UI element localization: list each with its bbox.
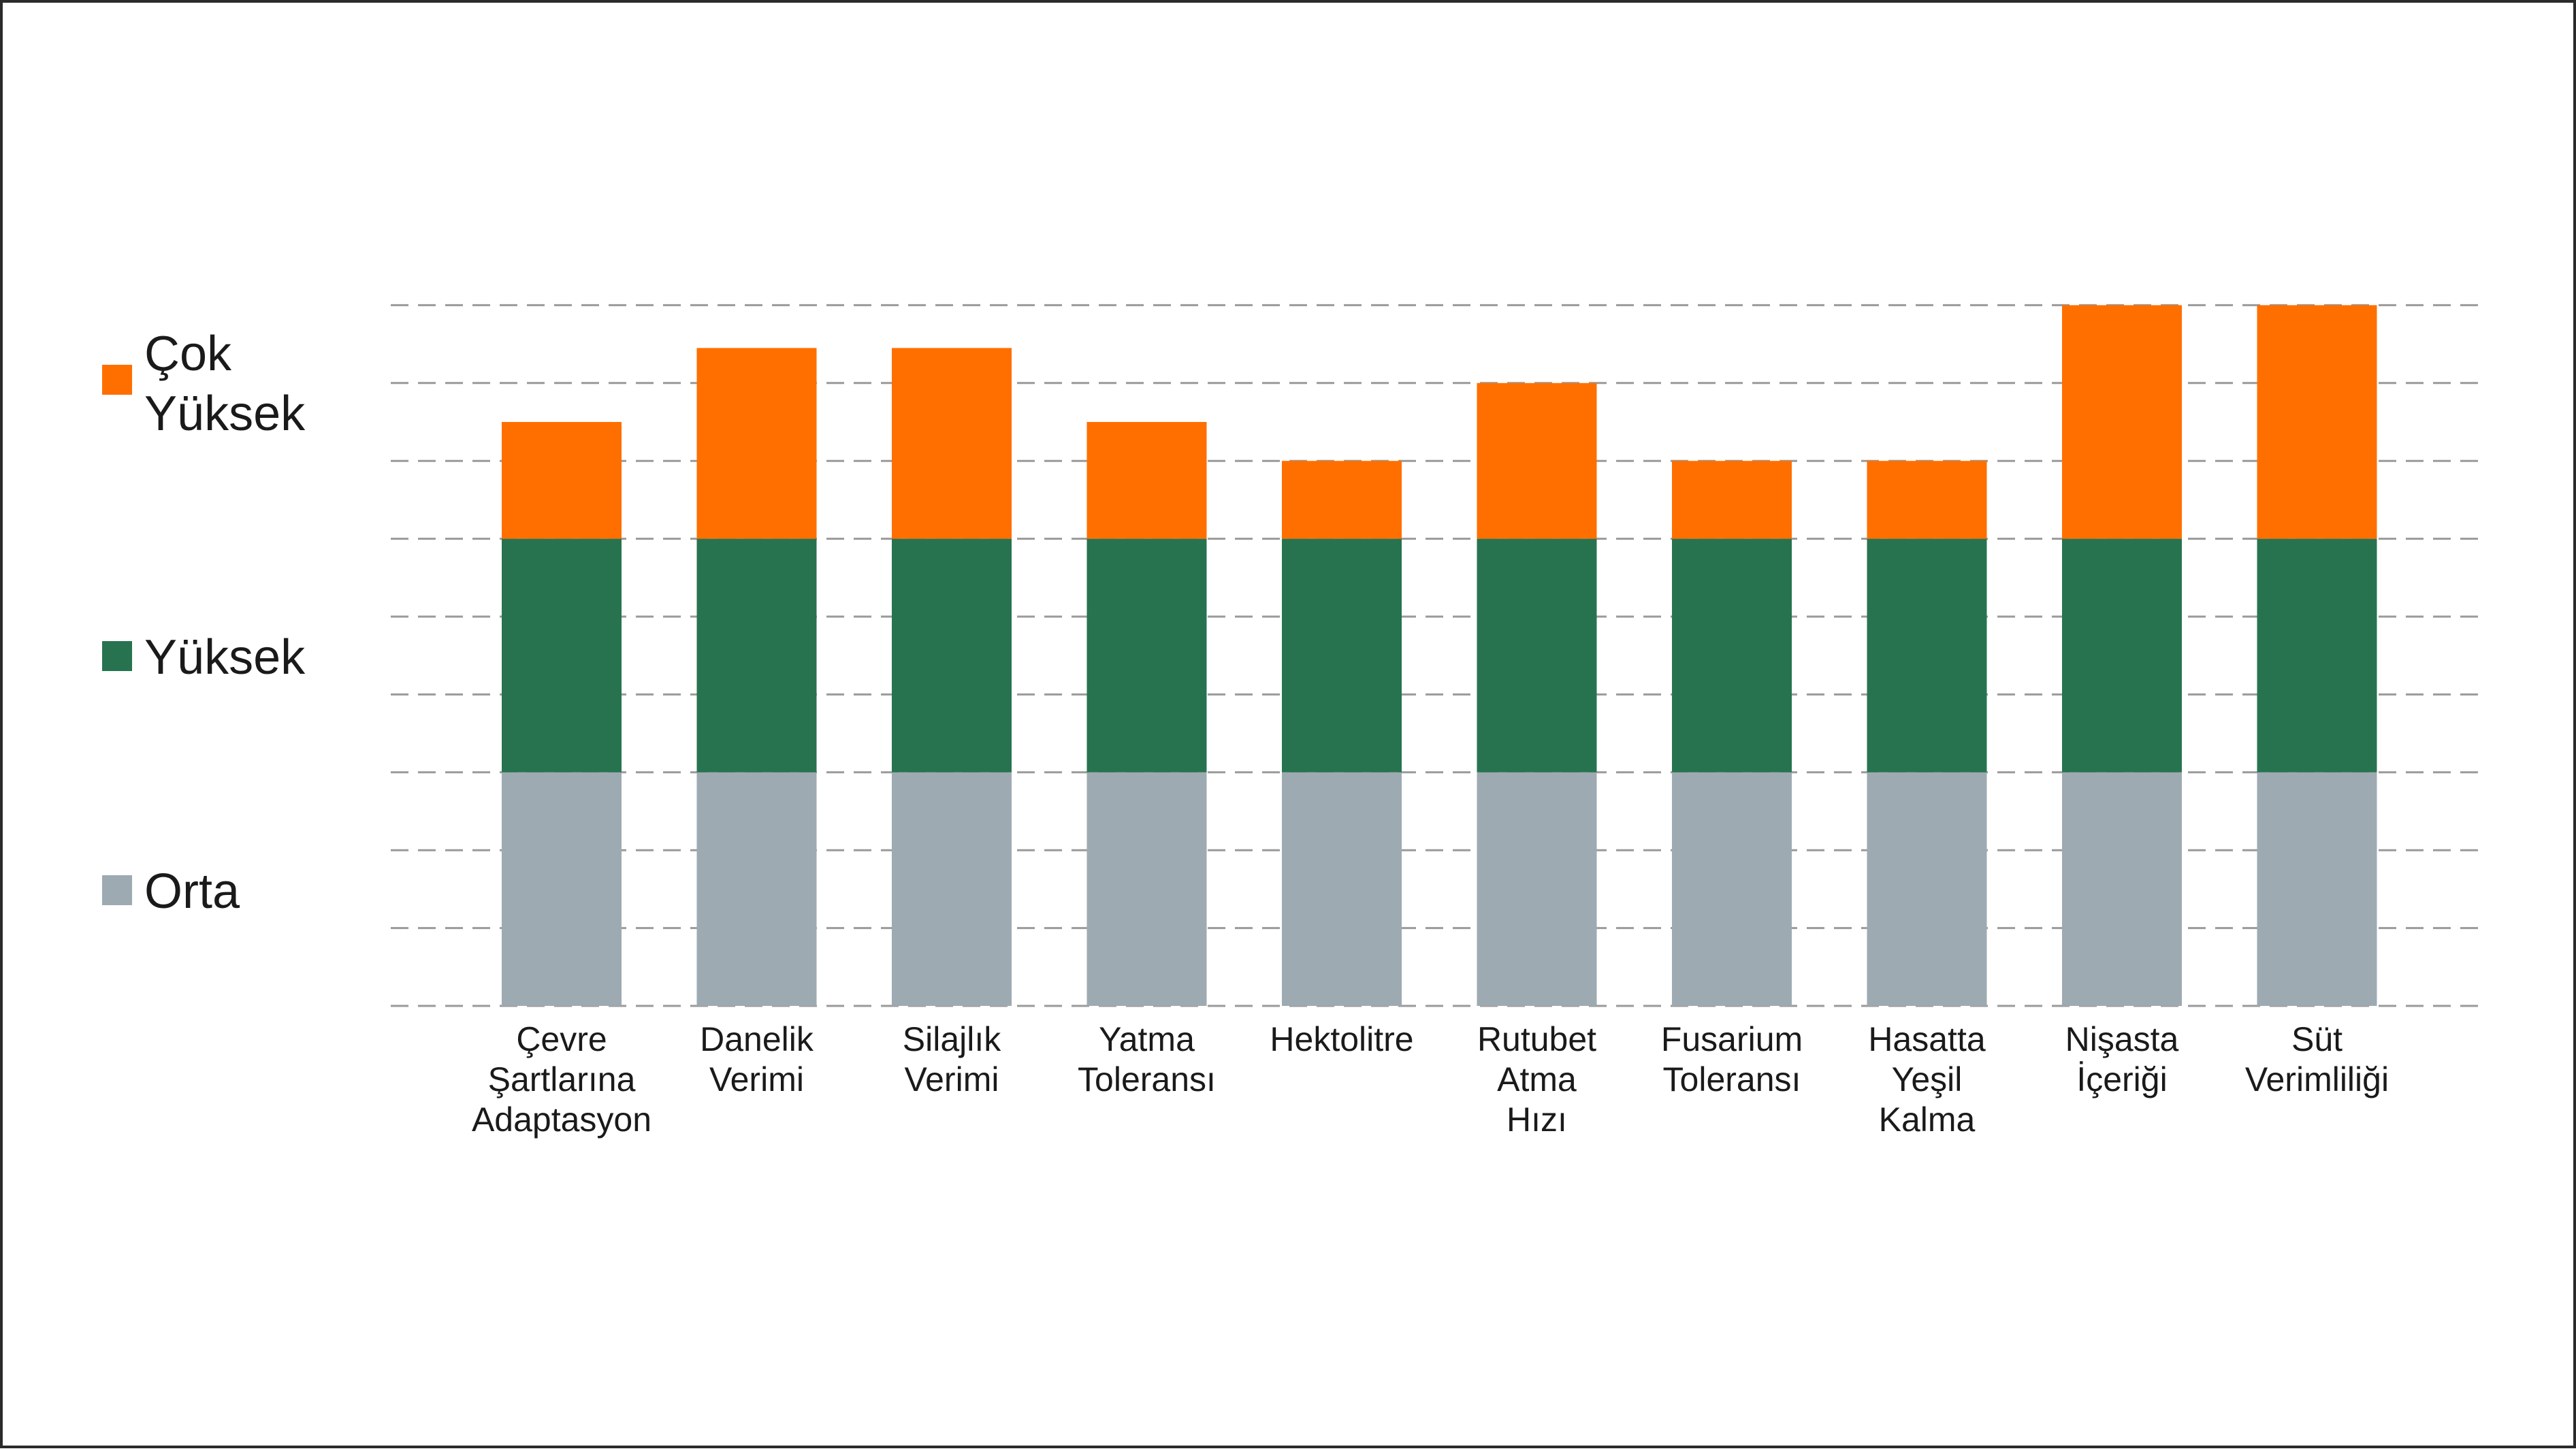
bar-segment-çok-yüksek xyxy=(2062,305,2182,539)
bars xyxy=(502,305,2377,1006)
x-tick-label: Hasatta Yeşil Kalma xyxy=(1868,1020,1986,1139)
bar-segment-orta xyxy=(1086,772,1207,1006)
legend-swatch xyxy=(102,365,132,395)
x-tick-label: Fusarium Toleransı xyxy=(1661,1020,1803,1098)
x-tick-label-line: Verimi xyxy=(709,1060,804,1098)
bar-segment-çok-yüksek xyxy=(892,348,1012,539)
bar-segment-yüksek xyxy=(2062,538,2182,772)
x-tick-label-line: Çevre xyxy=(516,1020,607,1058)
bar-segment-orta xyxy=(1477,772,1597,1006)
x-tick-label: Yatma Toleransı xyxy=(1078,1020,1216,1098)
bar-segment-yüksek xyxy=(1282,538,1402,772)
bar-segment-orta xyxy=(696,772,817,1006)
legend-label: Çok Yüksek xyxy=(144,327,306,441)
bar-segment-yüksek xyxy=(502,538,622,772)
legend-label-line: Çok xyxy=(144,327,232,381)
legend: Çok Yüksek Yüksek Orta xyxy=(102,327,306,919)
legend-label-line: Orta xyxy=(144,864,240,919)
x-tick-label-line: Toleransı xyxy=(1078,1060,1216,1098)
x-tick-label-line: Toleransı xyxy=(1663,1060,1801,1098)
bar-segment-çok-yüksek xyxy=(1867,461,1987,539)
legend-label: Orta xyxy=(144,864,240,919)
bar-segment-yüksek xyxy=(1672,538,1792,772)
legend-label-line: Yüksek xyxy=(144,387,306,441)
bar-segment-yüksek xyxy=(696,538,817,772)
x-tick-label: Çevre Şartlarına Adaptasyon xyxy=(472,1020,651,1139)
bar-segment-orta xyxy=(1672,772,1792,1006)
x-tick-label: Nişasta İçeriği xyxy=(2065,1020,2179,1098)
x-tick-label: Silajlık Verimi xyxy=(903,1020,1001,1098)
x-tick-label-line: Kalma xyxy=(1879,1101,1976,1139)
bar-segment-orta xyxy=(2257,772,2377,1006)
x-tick-label-line: Süt xyxy=(2291,1020,2342,1058)
bar-segment-çok-yüksek xyxy=(696,348,817,539)
bar-segment-orta xyxy=(2062,772,2182,1006)
x-tick-label: Rutubet Atma Hızı xyxy=(1477,1020,1596,1139)
legend-swatch xyxy=(102,875,132,905)
bar-segment-yüksek xyxy=(1477,538,1597,772)
bar-segment-çok-yüksek xyxy=(1086,422,1207,539)
x-tick-label-line: Hızı xyxy=(1507,1101,1567,1139)
x-tick-label-line: Danelik xyxy=(700,1020,814,1058)
legend-label-line: Yüksek xyxy=(144,630,306,685)
bar-segment-orta xyxy=(892,772,1012,1006)
bar-segment-çok-yüksek xyxy=(1282,461,1402,539)
x-tick-label-line: Hasatta xyxy=(1868,1020,1986,1058)
bar-segment-çok-yüksek xyxy=(1477,382,1597,539)
x-tick-label-line: Atma xyxy=(1497,1060,1577,1098)
x-tick-label-line: Yeşil xyxy=(1892,1060,1963,1098)
bar-segment-yüksek xyxy=(892,538,1012,772)
bar-segment-yüksek xyxy=(1086,538,1207,772)
bar-segment-çok-yüksek xyxy=(2257,305,2377,539)
grid-lines xyxy=(391,304,2481,1007)
x-tick-label-line: Verimliliği xyxy=(2245,1060,2389,1098)
x-tick-label-line: Yatma xyxy=(1099,1020,1195,1058)
legend-swatch xyxy=(102,641,132,671)
bar-segment-yüksek xyxy=(1867,538,1987,772)
x-tick-label-line: Şartlarına xyxy=(488,1060,636,1098)
legend-label: Yüksek xyxy=(144,630,306,685)
bar-segment-çok-yüksek xyxy=(502,422,622,539)
x-tick-label-line: Rutubet xyxy=(1477,1020,1596,1058)
x-tick-label: Süt Verimliliği xyxy=(2245,1020,2389,1098)
x-tick-label-line: İçeriği xyxy=(2076,1060,2167,1098)
x-tick-label-line: Fusarium xyxy=(1661,1020,1803,1058)
bar-segment-yüksek xyxy=(2257,538,2377,772)
x-tick-label-line: Verimi xyxy=(905,1060,999,1098)
bar-segment-orta xyxy=(1282,772,1402,1006)
x-tick-label: Danelik Verimi xyxy=(700,1020,814,1098)
x-tick-label-line: Nişasta xyxy=(2065,1020,2179,1058)
x-tick-label-line: Silajlık xyxy=(903,1020,1001,1058)
bar-segment-çok-yüksek xyxy=(1672,461,1792,539)
x-tick-label: Hektolitre xyxy=(1270,1020,1413,1058)
x-tick-label-line: Adaptasyon xyxy=(472,1101,651,1139)
bar-segment-orta xyxy=(502,772,622,1006)
x-tick-label-line: Hektolitre xyxy=(1270,1020,1413,1058)
bar-segment-orta xyxy=(1867,772,1987,1006)
